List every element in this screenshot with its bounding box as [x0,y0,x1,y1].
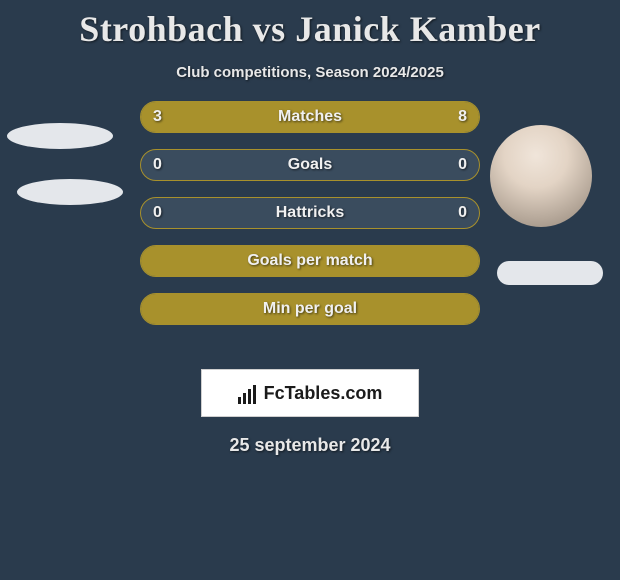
page-subtitle: Club competitions, Season 2024/2025 [0,64,620,81]
comparison-chart: 38Matches00Goals00HattricksGoals per mat… [0,101,620,361]
stat-row-2: 0 0Hattricks [140,197,480,229]
brand-logo: FcTables.com [201,369,419,417]
stat-value-left: 0 [141,150,174,180]
stat-value-right: 0 [446,150,479,180]
player-right-pill [497,261,603,285]
stat-fill-left [141,102,232,132]
stat-label: Hattricks [141,198,479,228]
stat-fill-left [141,294,479,324]
player-left-ellipse-2 [17,179,123,205]
stat-fill-right [232,102,479,132]
bars-container: 38Matches00Goals00HattricksGoals per mat… [140,101,480,341]
stat-row-3: Goals per match [140,245,480,277]
stat-fill-left [141,246,479,276]
player-right-avatar [490,125,592,227]
stat-value-left: 0 [141,198,174,228]
brand-logo-text: FcTables.com [264,383,383,404]
stat-row-4: Min per goal [140,293,480,325]
stat-row-1: 0 0Goals [140,149,480,181]
chart-date: 25 september 2024 [0,435,620,456]
stat-value-right: 0 [446,198,479,228]
page-title: Strohbach vs Janick Kamber [0,8,620,50]
brand-logo-icon [238,383,258,404]
player-left-ellipse-1 [7,123,113,149]
stat-row-0: 38Matches [140,101,480,133]
stat-label: Goals [141,150,479,180]
